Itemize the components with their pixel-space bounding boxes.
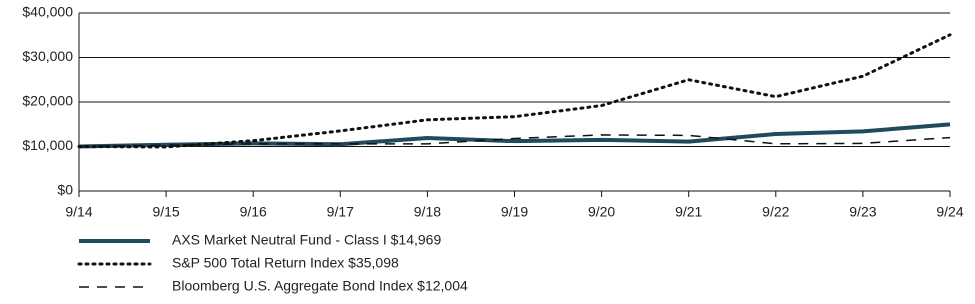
y-tick-label: $10,000 [22,137,73,153]
legend-label: S&P 500 Total Return Index $35,098 [172,255,399,271]
legend-label: Bloomberg U.S. Aggregate Bond Index $12,… [172,278,468,294]
legend-label: AXS Market Neutral Fund - Class I $14,96… [172,232,441,248]
x-tick-label: 9/17 [327,204,354,220]
x-tick-label: 9/22 [762,204,789,220]
x-tick-label: 9/20 [588,204,615,220]
x-tick-label: 9/19 [501,204,528,220]
x-tick-label: 9/15 [152,204,179,220]
x-tick-label: 9/24 [936,204,963,220]
series-line [78,134,951,148]
y-tick-label: $30,000 [22,48,73,64]
x-tick-label: 9/16 [240,204,267,220]
x-tick-label: 9/14 [65,204,92,220]
y-tick-label: $20,000 [22,93,73,109]
x-tick-label: 9/21 [675,204,702,220]
x-tick-label: 9/23 [849,204,876,220]
series-line [77,33,952,149]
x-tick-label: 9/18 [414,204,441,220]
y-tick-label: $0 [57,182,73,198]
y-tick-label: $40,000 [22,4,73,20]
